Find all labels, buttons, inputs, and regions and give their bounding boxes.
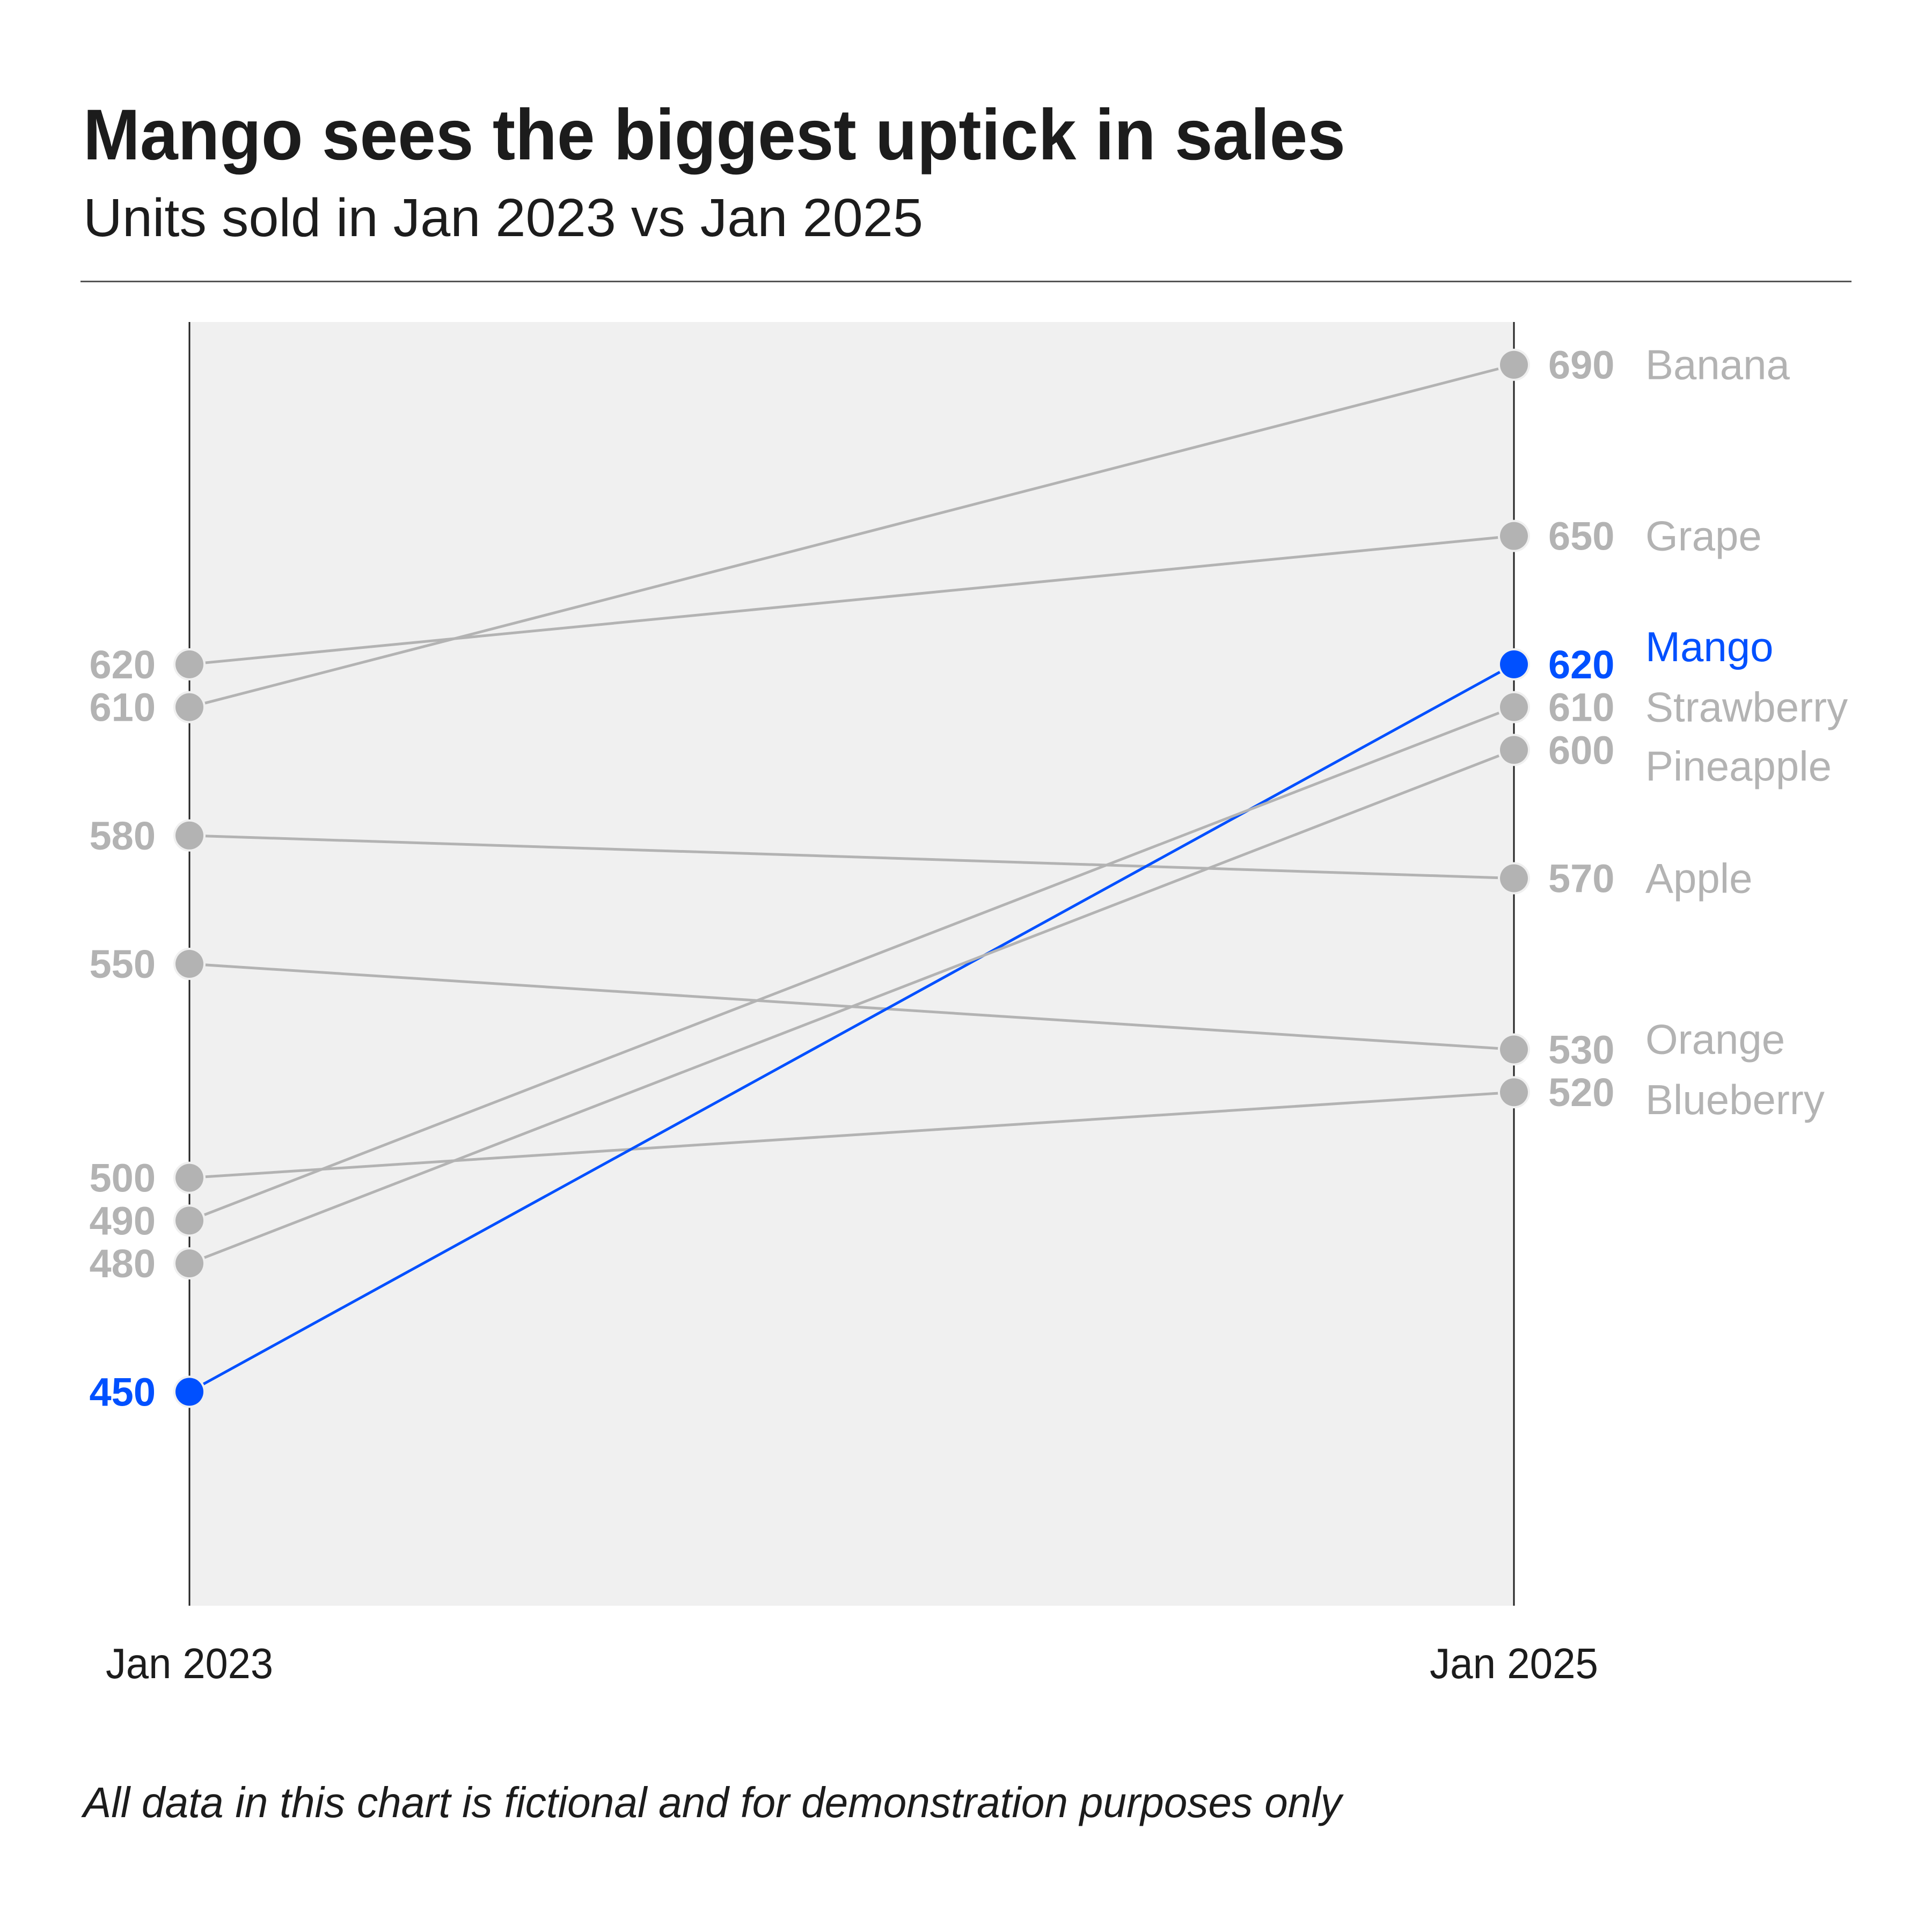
series-name-banana: Banana (1645, 341, 1790, 389)
dot-mango-start (175, 1378, 203, 1406)
dot-strawberry-start (175, 1206, 203, 1235)
dot-apple-start (175, 821, 203, 850)
dot-grape-start (175, 650, 203, 678)
line-banana (189, 363, 1514, 709)
dot-strawberry-end (1500, 693, 1528, 721)
value-label-banana-end: 690 (1548, 343, 1614, 387)
dot-blueberry-end (1500, 1078, 1528, 1107)
chart-title: Mango sees the biggest uptick in sales (83, 95, 1345, 175)
dot-banana-start (175, 693, 203, 721)
dot-pineapple-end (1500, 736, 1528, 764)
series-name-apple: Apple (1645, 855, 1753, 902)
header-rule (80, 281, 1851, 282)
line-pineapple (189, 749, 1514, 1265)
dot-grape-end (1500, 522, 1528, 550)
value-label-strawberry-start: 490 (90, 1198, 156, 1243)
x-tick-jan-2023: Jan 2023 (106, 1640, 273, 1687)
series-name-mango: Mango (1645, 623, 1774, 670)
value-label-banana-start: 610 (90, 685, 156, 730)
series-dots (173, 348, 1530, 1408)
series-name-strawberry: Strawberry (1645, 684, 1848, 731)
value-label-mango-start: 450 (90, 1370, 156, 1414)
value-label-strawberry-end: 610 (1548, 685, 1614, 730)
value-label-mango-end: 620 (1548, 642, 1614, 687)
dot-apple-end (1500, 864, 1528, 892)
value-label-blueberry-end: 520 (1548, 1070, 1614, 1115)
line-strawberry (189, 706, 1514, 1222)
dot-orange-start (175, 950, 203, 978)
x-tick-jan-2025: Jan 2025 (1430, 1640, 1598, 1687)
dot-mango-end (1500, 650, 1528, 678)
dot-orange-end (1500, 1035, 1528, 1064)
dot-pineapple-start (175, 1249, 203, 1278)
value-label-pineapple-end: 600 (1548, 728, 1614, 772)
series-name-blueberry: Blueberry (1645, 1076, 1825, 1123)
series-labels: 610 690 Banana 620 650 Grape 580 570 Apple 550 530… (90, 341, 1848, 1415)
value-label-apple-end: 570 (1548, 857, 1614, 901)
value-label-orange-start: 550 (90, 942, 156, 986)
line-mango (188, 663, 1515, 1393)
value-label-apple-start: 580 (90, 814, 156, 858)
chart-subtitle: Units sold in Jan 2023 vs Jan 2025 (83, 188, 923, 248)
line-blueberry (189, 1091, 1514, 1180)
series-name-pineapple: Pineapple (1645, 742, 1832, 789)
value-label-grape-start: 620 (90, 642, 156, 687)
line-grape (189, 535, 1514, 666)
dot-banana-end (1500, 350, 1528, 379)
value-label-blueberry-start: 500 (90, 1156, 156, 1201)
series-name-grape: Grape (1645, 513, 1762, 560)
value-label-orange-end: 530 (1548, 1027, 1614, 1072)
line-apple (189, 834, 1514, 880)
series-name-orange: Orange (1645, 1015, 1785, 1063)
series-lines (188, 363, 1515, 1393)
value-label-pineapple-start: 480 (90, 1241, 156, 1286)
dot-blueberry-start (175, 1163, 203, 1192)
footer-note: All data in this chart is fictional and … (81, 1779, 1344, 1826)
value-label-grape-end: 650 (1548, 514, 1614, 559)
